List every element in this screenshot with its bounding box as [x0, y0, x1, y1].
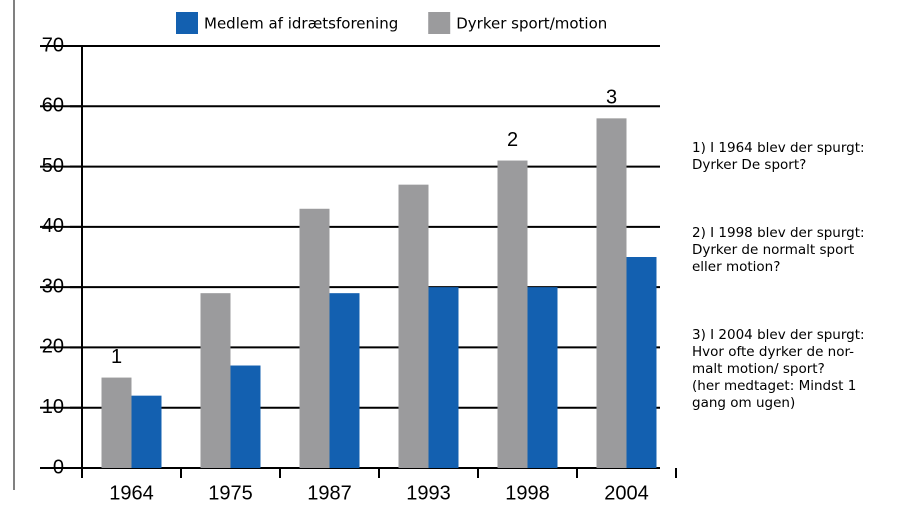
bar: [428, 287, 459, 468]
note-line: Dyrker de normalt sport: [692, 242, 854, 258]
note-line: gang om ugen): [692, 395, 795, 411]
bar: [101, 377, 132, 468]
x-tick-label: 2004: [604, 482, 649, 504]
bar: [596, 118, 627, 468]
annotation: 1: [111, 346, 122, 368]
bar: [329, 293, 360, 468]
bar: [299, 208, 330, 468]
bar: [626, 257, 657, 468]
bar: [230, 365, 261, 468]
note-line: 2) I 1998 blev der spurgt:: [692, 225, 865, 241]
note-line: Hvor ofte dyrker de nor-: [692, 344, 854, 360]
note-line: Dyrker De sport?: [692, 157, 806, 173]
bar: [398, 184, 429, 468]
annotation: 3: [606, 87, 617, 109]
note-line: eller motion?: [692, 259, 780, 275]
note-line: 3) I 2004 blev der spurgt:: [692, 327, 865, 343]
bar: [527, 287, 558, 468]
note-line: malt motion/ sport?: [692, 361, 825, 377]
x-tick-label: 1975: [208, 482, 253, 504]
note-line: (her medtaget: Mindst 1: [692, 378, 856, 394]
bar: [200, 293, 231, 468]
x-tick-label: 1993: [406, 482, 451, 504]
bar: [497, 160, 528, 469]
legend-swatch: [428, 12, 451, 34]
annotation: 2: [507, 129, 518, 151]
note-line: 1) I 1964 blev der spurgt:: [692, 140, 865, 156]
x-tick-label: 1987: [307, 482, 352, 504]
legend-swatch: [176, 12, 198, 34]
legend-label: Dyrker sport/motion: [456, 15, 607, 33]
legend-label: Medlem af idrætsforening: [204, 15, 398, 33]
x-tick-label: 1964: [109, 482, 154, 504]
bar: [131, 395, 162, 468]
x-tick-label: 1998: [505, 482, 550, 504]
